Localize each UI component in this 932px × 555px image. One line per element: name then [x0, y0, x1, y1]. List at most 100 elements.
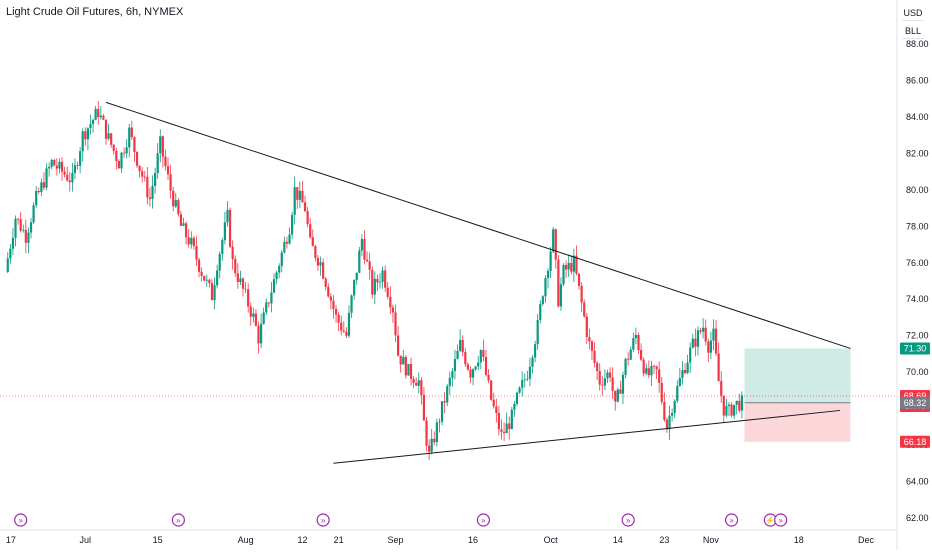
candle-body [174, 200, 177, 207]
candle-body [575, 255, 578, 274]
candle-body [557, 259, 560, 307]
candle-body [45, 168, 48, 188]
candle-body [707, 341, 710, 353]
candle-body [606, 372, 609, 379]
candle-body [725, 406, 728, 416]
candle-body [611, 377, 614, 391]
candle-body [572, 255, 575, 272]
candle-body [280, 252, 283, 266]
y-tick-label: 82.00 [906, 148, 929, 158]
candle-body [720, 381, 723, 396]
candle-body [125, 147, 128, 154]
price-badge [900, 396, 930, 409]
earnings-event-icon[interactable] [774, 513, 788, 527]
earnings-event-icon[interactable] [171, 513, 185, 527]
candle-body [244, 288, 247, 290]
candle-body [63, 171, 66, 175]
candle-body [492, 399, 495, 407]
candle-body [371, 269, 374, 295]
candle-body [29, 222, 33, 233]
candle-body [71, 173, 74, 183]
candle-body [365, 259, 369, 262]
unit-label[interactable]: BLL [902, 24, 924, 39]
event-marker-symbol: » [626, 516, 631, 525]
earnings-event-icon[interactable] [476, 513, 490, 527]
price-badge [900, 435, 930, 448]
candle-body [94, 108, 97, 120]
candle-body [283, 241, 286, 253]
candle-body [678, 378, 681, 387]
candle-body [694, 338, 697, 347]
candle-body [89, 124, 92, 129]
candle-body [197, 259, 201, 272]
candle-body [562, 264, 565, 285]
candle-body [298, 190, 301, 200]
candle-body [314, 246, 317, 258]
candle-body [650, 365, 653, 376]
candle-body [621, 374, 625, 394]
candle-body [303, 202, 307, 212]
candle-body [513, 403, 516, 410]
candle-body [567, 263, 570, 270]
x-tick-label: Jul [80, 535, 92, 545]
candle-body [309, 224, 312, 238]
earnings-event-icon[interactable] [621, 513, 635, 527]
candle-body [590, 341, 594, 351]
candle-body [195, 245, 198, 260]
candle-body [378, 281, 382, 283]
candle-body [404, 356, 407, 376]
candle-body [565, 264, 568, 270]
candle-body [332, 300, 335, 310]
candle-body [16, 218, 20, 220]
candle-body [107, 133, 110, 139]
x-tick-label: Dec [858, 535, 875, 545]
candle-body [166, 166, 170, 175]
position-profit-zone [744, 348, 851, 403]
candle-body [541, 296, 544, 305]
candle-body [360, 239, 364, 251]
candle-body [322, 262, 325, 279]
candle-body [254, 313, 258, 326]
candle-body [453, 358, 457, 372]
candle-body [133, 137, 136, 153]
candle-body [319, 262, 322, 266]
candle-body [76, 165, 79, 167]
candle-body [42, 182, 46, 188]
candle-body [484, 356, 488, 375]
candle-body [66, 174, 69, 181]
candle-body [639, 350, 643, 360]
candle-body [696, 330, 700, 347]
candle-body [505, 423, 508, 434]
y-tick-label: 64.00 [906, 477, 929, 487]
candle-body [334, 309, 338, 315]
candle-body [192, 237, 195, 246]
x-tick-label: 17 [6, 535, 16, 545]
price-badge-label: 66.18 [904, 437, 927, 447]
currency-label[interactable]: USD [902, 6, 924, 21]
x-tick-label: Aug [238, 535, 254, 545]
candle-body [159, 136, 162, 154]
candle-body [396, 335, 400, 356]
candle-body [451, 371, 454, 378]
candle-body [668, 415, 671, 430]
earnings-event-icon[interactable] [14, 513, 28, 527]
candle-body [740, 395, 743, 411]
candle-body [412, 378, 415, 383]
earnings-event-icon[interactable] [316, 513, 330, 527]
candle-body [37, 190, 40, 193]
price-badge-label: 71.30 [904, 343, 927, 353]
candle-body [24, 229, 27, 243]
support-trendline [333, 409, 841, 464]
candle-body [247, 289, 250, 307]
candle-body [490, 380, 493, 400]
candle-body [293, 187, 296, 215]
candle-body [601, 384, 604, 386]
earnings-event-icon[interactable] [724, 513, 739, 527]
candle-body [407, 363, 410, 376]
candle-body [704, 327, 707, 342]
price-badge-label: 68.69 [904, 391, 927, 401]
event-marker-symbol: » [778, 516, 783, 525]
candle-body [239, 278, 242, 283]
